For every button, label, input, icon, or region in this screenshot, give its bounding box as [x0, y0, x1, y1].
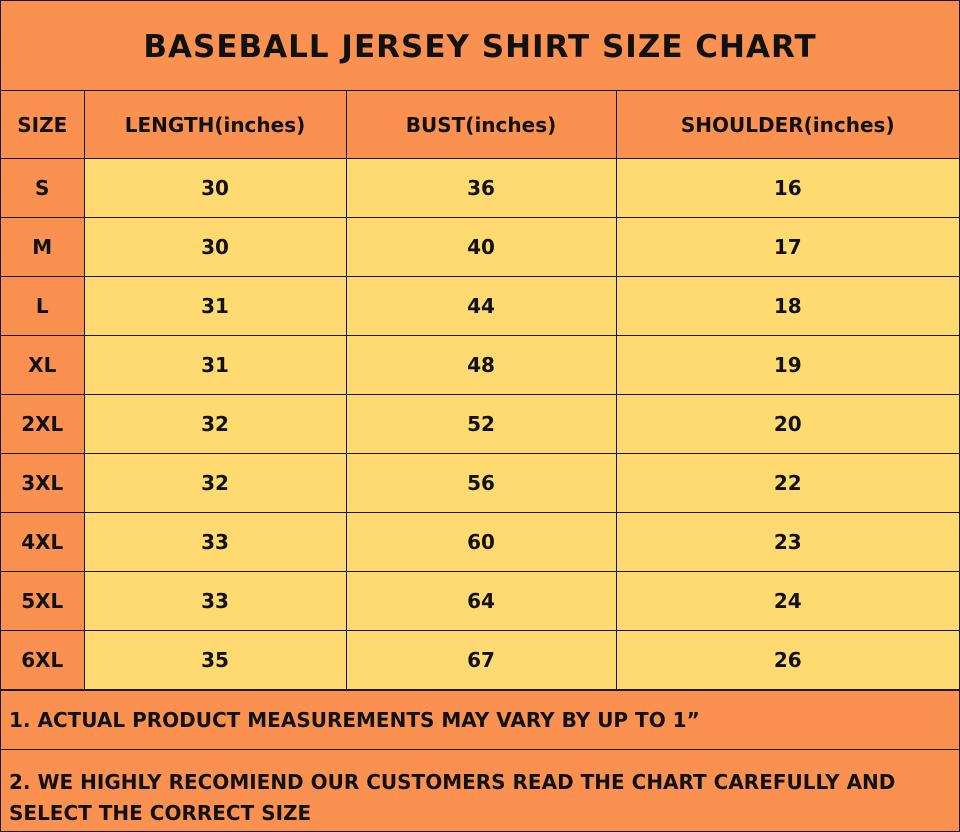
table-row: 4XL 33 60 23: [1, 512, 959, 572]
size-cell: XL: [1, 335, 85, 395]
shoulder-cell: 22: [615, 453, 959, 513]
shoulder-cell: 23: [615, 512, 959, 572]
chart-title: BASEBALL JERSEY SHIRT SIZE CHART: [1, 1, 959, 91]
shoulder-cell: 19: [615, 335, 959, 395]
bust-cell: 36: [345, 158, 617, 218]
shoulder-cell: 18: [615, 276, 959, 336]
size-cell: 2XL: [1, 394, 85, 454]
table-row: 5XL 33 64 24: [1, 571, 959, 631]
bust-cell: 48: [345, 335, 617, 395]
length-cell: 30: [83, 217, 347, 277]
bust-cell: 40: [345, 217, 617, 277]
table-row: 2XL 32 52 20: [1, 394, 959, 454]
size-cell: S: [1, 158, 85, 218]
length-cell: 31: [83, 335, 347, 395]
bust-cell: 52: [345, 394, 617, 454]
bust-cell: 64: [345, 571, 617, 631]
size-cell: 6XL: [1, 630, 85, 690]
shoulder-cell: 16: [615, 158, 959, 218]
table-header-row: SIZE LENGTH(inches) BUST(inches) SHOULDE…: [1, 91, 959, 159]
size-cell: 4XL: [1, 512, 85, 572]
shoulder-cell: 26: [615, 630, 959, 690]
size-cell: M: [1, 217, 85, 277]
table-row: 3XL 32 56 22: [1, 453, 959, 513]
measurement-note: 1. ACTUAL PRODUCT MEASUREMENTS MAY VARY …: [1, 690, 959, 749]
shoulder-cell: 17: [615, 217, 959, 277]
length-cell: 32: [83, 453, 347, 513]
size-advice-note: 2. WE HIGHLY RECOMIEND OUR CUSTOMERS REA…: [1, 749, 959, 827]
length-cell: 35: [83, 630, 347, 690]
table-row: XL 31 48 19: [1, 335, 959, 395]
length-cell: 31: [83, 276, 347, 336]
header-bust: BUST(inches): [345, 91, 617, 159]
shoulder-cell: 20: [615, 394, 959, 454]
bust-cell: 60: [345, 512, 617, 572]
table-row: M 30 40 17: [1, 217, 959, 277]
length-cell: 33: [83, 512, 347, 572]
size-cell: L: [1, 276, 85, 336]
size-table: SIZE LENGTH(inches) BUST(inches) SHOULDE…: [1, 91, 959, 690]
header-length: LENGTH(inches): [83, 91, 347, 159]
length-cell: 32: [83, 394, 347, 454]
table-row: 6XL 35 67 26: [1, 630, 959, 690]
bust-cell: 67: [345, 630, 617, 690]
length-cell: 30: [83, 158, 347, 218]
length-cell: 33: [83, 571, 347, 631]
size-cell: 5XL: [1, 571, 85, 631]
shoulder-cell: 24: [615, 571, 959, 631]
size-cell: 3XL: [1, 453, 85, 513]
bust-cell: 56: [345, 453, 617, 513]
table-row: L 31 44 18: [1, 276, 959, 336]
header-shoulder: SHOULDER(inches): [615, 91, 959, 159]
table-row: S 30 36 16: [1, 158, 959, 218]
bust-cell: 44: [345, 276, 617, 336]
header-size: SIZE: [1, 91, 85, 159]
